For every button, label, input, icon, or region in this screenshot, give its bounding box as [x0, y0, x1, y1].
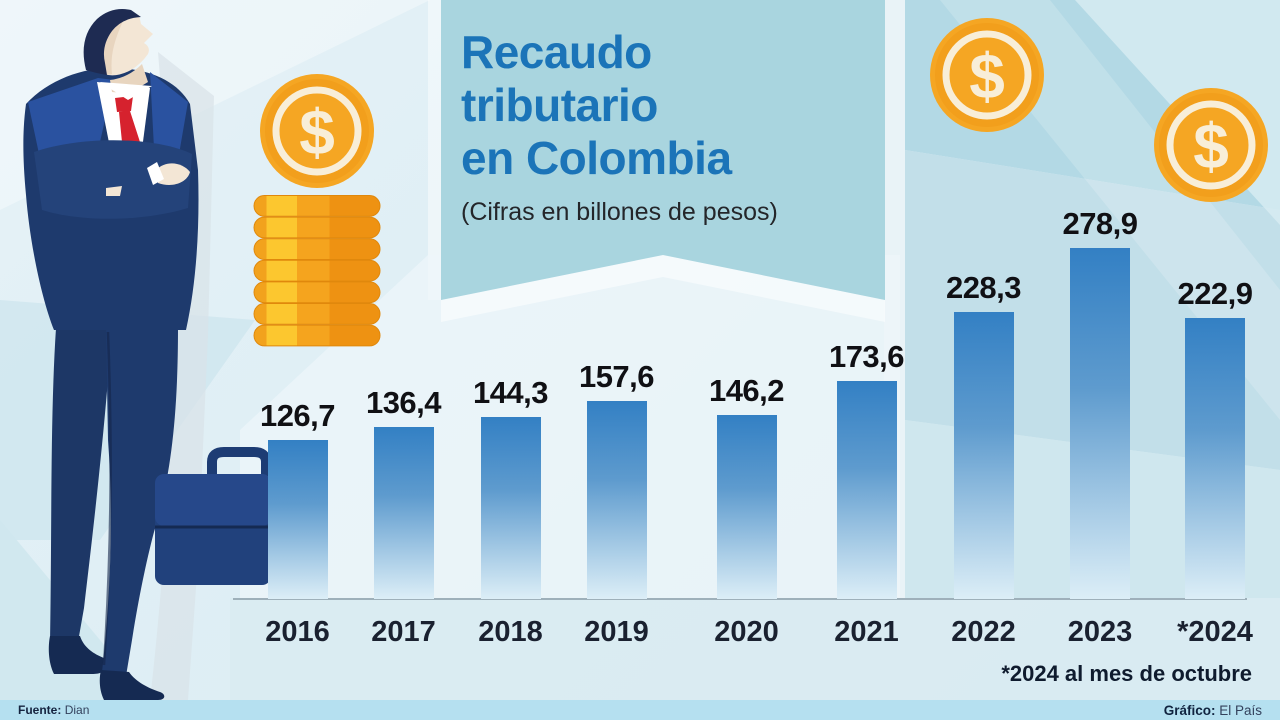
axis-year-label: 2023: [1067, 616, 1133, 648]
dollar-sign: $: [299, 96, 335, 168]
bar-2018: [480, 417, 541, 599]
dollar-sign: $: [1193, 110, 1229, 182]
bar-2020: [716, 415, 777, 599]
bar-value-label: 144,3: [472, 375, 549, 410]
legs: [48, 328, 178, 700]
hair: [83, 9, 141, 76]
bar-value-label: 136,4: [365, 385, 442, 420]
credits-bar: Fuente: Dian Gráfico: El País: [0, 700, 1280, 720]
graphic-credit: Gráfico: El País: [1164, 703, 1262, 718]
back-leg: [50, 328, 112, 642]
coin-bar: [253, 281, 381, 304]
head: [83, 9, 153, 100]
axis-year-label: 2019: [584, 616, 649, 648]
hand: [156, 163, 190, 185]
coin-inner-ring: [272, 86, 362, 176]
cuff: [147, 162, 164, 185]
chart-baseline: [233, 598, 1247, 600]
coin-bars: [253, 195, 381, 347]
dollar-coin-icon: $: [1154, 88, 1268, 202]
coin-inner-ring: [1166, 100, 1256, 190]
bar-2019: [586, 401, 647, 599]
dollar-coin-icon: $: [260, 74, 374, 188]
source-credit: Fuente: Dian: [18, 703, 89, 717]
bar-value-label: 146,2: [708, 373, 785, 408]
lapel-right: [150, 72, 188, 160]
coin-bar: [253, 303, 381, 325]
axis-year-label: 2020: [714, 616, 779, 648]
briefcase-lid: [155, 474, 271, 526]
bar-value-label: 222,9: [1177, 276, 1253, 311]
crossed-arms: [34, 140, 192, 219]
bar-value-label: 278,9: [1062, 206, 1138, 241]
face-shade: [102, 19, 124, 75]
coin-shade-ring: [1159, 93, 1263, 197]
axis-year-label: 2021: [834, 616, 899, 648]
axis-year-label: 2017: [371, 616, 436, 648]
leg-seam: [102, 331, 112, 666]
page-subtitle: (Cifras en billones de pesos): [461, 198, 778, 226]
dollar-coin-icon: $: [930, 18, 1044, 132]
bar-2024: [1185, 318, 1245, 599]
coin-bar: [253, 216, 381, 239]
axis-year-label: 2018: [478, 616, 543, 648]
front-shoe: [99, 670, 165, 700]
bar-2016: [267, 440, 328, 599]
facet-bottom-band: [230, 598, 1280, 700]
facet-chevron: [441, 255, 885, 322]
bar-value-label: 228,3: [945, 270, 1022, 305]
back-shoe: [48, 636, 106, 674]
chart-footnote: *2024 al mes de octubre: [1001, 661, 1252, 686]
facet-column: [428, 0, 441, 300]
coin-bar: [253, 238, 381, 260]
coin-inner-ring: [942, 30, 1032, 120]
briefcase: [155, 447, 271, 585]
coin-bar: [253, 259, 381, 282]
coin-bar: [253, 195, 381, 217]
briefcase-handle: [207, 447, 271, 476]
axis-year-label: 2022: [951, 616, 1016, 648]
page-title-line-1: Recaudo: [461, 26, 652, 78]
source-value: Dian: [64, 703, 90, 717]
coin-stack-icon: [253, 195, 381, 347]
coin-shade-ring: [935, 23, 1039, 127]
bar-value-label: 173,6: [828, 339, 905, 374]
bar-2022: [953, 312, 1014, 599]
credit-label: Gráfico:: [1163, 702, 1216, 718]
coin-shade-ring: [265, 79, 369, 183]
title-banner: Recaudo tributario en Colombia (Cifras e…: [441, 0, 885, 300]
credit-value: El País: [1219, 702, 1262, 718]
collar: [100, 82, 152, 100]
source-label: Fuente:: [18, 703, 62, 717]
bar-value-label: 126,7: [259, 398, 336, 433]
torso: [23, 67, 199, 331]
businessman-illustration: [23, 9, 271, 700]
bar-value-label: 157,6: [578, 359, 655, 394]
front-leg: [102, 328, 178, 676]
page-title-line-2: tributario: [461, 79, 658, 131]
bar-2017: [373, 427, 434, 599]
bar-2023: [1070, 248, 1130, 599]
axis-year-label: *2024: [1177, 616, 1253, 648]
page-title-line-3: en Colombia: [461, 132, 732, 184]
coin-bar: [253, 324, 381, 347]
dollar-sign: $: [969, 40, 1005, 112]
hand-second: [106, 186, 122, 196]
axis-year-label: 2016: [265, 616, 330, 648]
bar-2021: [836, 381, 897, 599]
